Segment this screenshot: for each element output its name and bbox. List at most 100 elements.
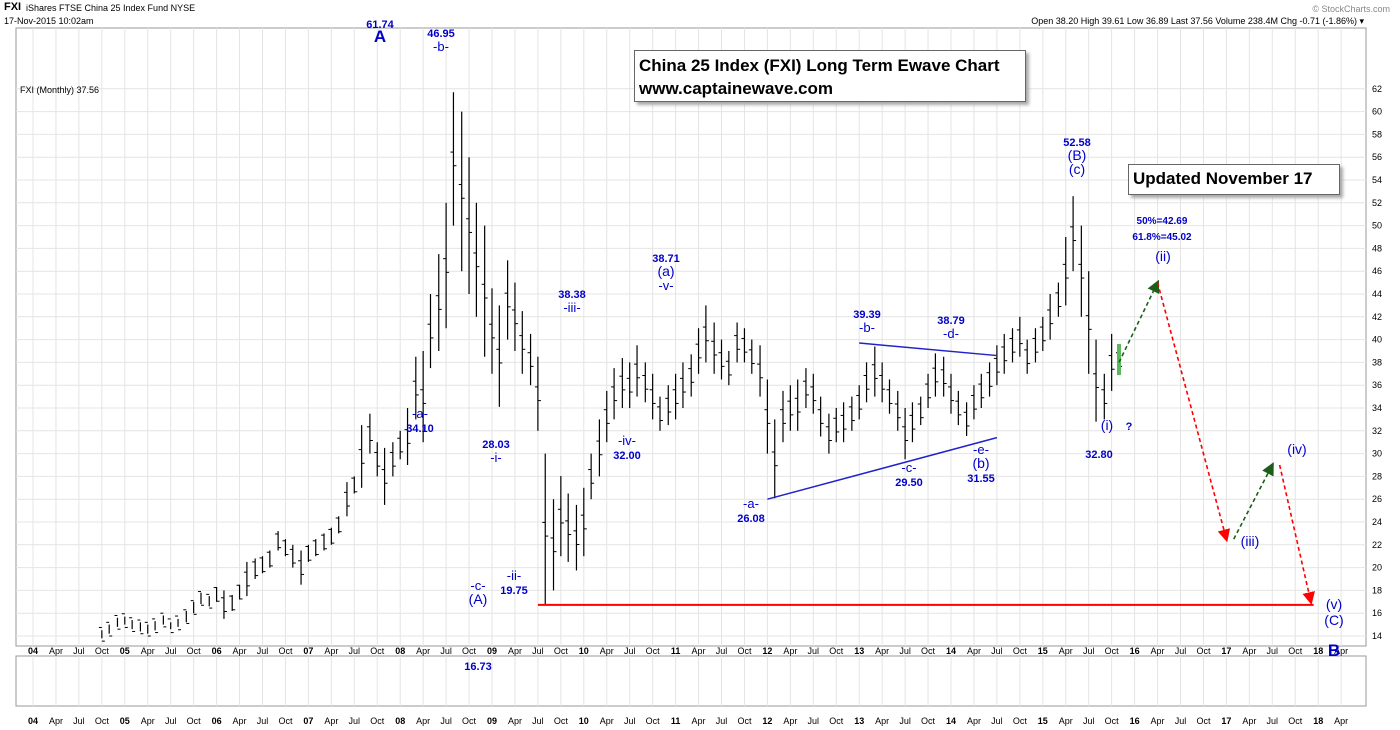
x-tick-label: Apr [1334,716,1348,726]
wave-label: (v) [1326,596,1342,612]
wave-label: (A) [469,591,488,607]
x-tick-label: Oct [829,646,844,656]
y-tick-label: 42 [1372,312,1382,322]
x-tick-label: Jul [1267,646,1279,656]
x-tick-label: Jul [808,716,820,726]
x-tick-label: Apr [1334,646,1348,656]
x-tick-label: 06 [212,646,222,656]
x-tick-label: Oct [829,716,844,726]
x-tick-label: Jul [716,716,728,726]
x-tick-label: Apr [324,646,338,656]
triangle-lower-line [767,436,998,500]
x-tick-label: 10 [579,646,589,656]
x-tick-label: Oct [921,716,936,726]
x-tick-label: Apr [141,646,155,656]
projection-arrow [1278,464,1315,605]
x-tick-label: 18 [1313,646,1323,656]
x-tick-label: Apr [692,646,706,656]
y-tick-label: 36 [1372,380,1382,390]
wave-label: -b- [433,39,449,54]
wave-label: 32.80 [1085,449,1113,461]
wave-label: 16.73 [464,661,492,673]
x-tick-label: Apr [1059,716,1073,726]
overlays [537,279,1315,606]
x-tick-label: Jul [1267,716,1279,726]
wave-label: (ii) [1155,248,1171,264]
x-tick-label: 09 [487,646,497,656]
x-tick-label: Apr [783,646,797,656]
x-tick-label: 06 [212,716,222,726]
x-tick-label: Oct [646,716,661,726]
x-tick-label: Oct [737,716,752,726]
x-tick-label: 11 [671,716,681,726]
x-tick-label: 15 [1038,716,1048,726]
wave-label: 38.38 [558,289,586,301]
x-tick-label: Apr [49,646,63,656]
x-tick-label: Jul [808,646,820,656]
x-tick-label: Apr [508,646,522,656]
x-tick-label: Oct [370,716,385,726]
x-tick-label: Apr [967,716,981,726]
x-tick-label: Oct [646,646,661,656]
y-tick-label: 16 [1372,608,1382,618]
wave-label: 50%=42.69 [1137,216,1188,227]
x-tick-label: Oct [278,716,293,726]
wave-label: ? [1126,421,1133,433]
x-tick-label: Jul [991,646,1003,656]
x-tick-label: Apr [508,716,522,726]
y-tick-label: 18 [1372,585,1382,595]
wave-label: -b- [859,320,875,335]
x-tick-label: Oct [1105,716,1120,726]
x-tick-label: Apr [783,716,797,726]
x-tick-label: 14 [946,716,956,726]
wave-label: A [374,27,386,46]
y-tick-label: 40 [1372,335,1382,345]
y-tick-label: 46 [1372,266,1382,276]
updated-label: Updated November 17 [1133,169,1313,188]
x-tick-label: 07 [303,646,313,656]
wave-label: -a- [412,406,428,421]
wave-label: 29.50 [895,477,923,489]
y-tick-label: 22 [1372,540,1382,550]
x-tick-label: Jul [991,716,1003,726]
wave-label: 19.75 [500,585,528,597]
x-tick-label: Apr [416,716,430,726]
x-tick-label: 16 [1130,716,1140,726]
x-tick-label: Apr [141,716,155,726]
y-tick-label: 56 [1372,152,1382,162]
x-tick-label: Jul [624,716,636,726]
x-tick-label: Apr [600,646,614,656]
wave-label: 52.58 [1063,137,1091,149]
title-box: China 25 Index (FXI) Long Term Ewave Cha… [634,50,1026,102]
x-tick-label: Oct [462,646,477,656]
price-bars [98,92,1122,642]
x-tick-label: Apr [233,646,247,656]
wave-label: (i) [1101,417,1113,433]
wave-label: 38.79 [937,315,965,327]
x-tick-label: Jul [899,646,911,656]
x-tick-label: Jul [257,716,269,726]
wave-label: 32.00 [613,450,641,462]
y-tick-label: 30 [1372,449,1382,459]
x-tick-label: Apr [600,716,614,726]
x-tick-label: Apr [692,716,706,726]
y-tick-label: 60 [1372,107,1382,117]
x-tick-label: 08 [395,716,405,726]
updated-box: Updated November 17 [1128,164,1340,195]
x-tick-label: 13 [854,716,864,726]
wave-label: -c- [901,460,916,475]
x-tick-label: Oct [95,646,110,656]
wave-label: B [1328,641,1340,660]
wave-label: 61.8%=45.02 [1132,232,1192,243]
x-tick-label: Apr [1151,646,1165,656]
wave-label: -d- [943,326,959,341]
x-tick-label: Jul [349,716,361,726]
axes: 14 16 18 20 22 24 26 28 30 32 34 36 38 40 42 44 46 48 50 52… [28,84,1382,726]
x-tick-label: Jul [73,716,85,726]
x-tick-label: Jul [1083,646,1095,656]
x-tick-label: 04 [28,646,38,656]
wave-label: 46.95 [427,28,455,40]
x-tick-label: Jul [440,716,452,726]
chart-title: China 25 Index (FXI) Long Term Ewave Cha… [639,56,1000,75]
x-tick-label: 08 [395,646,405,656]
